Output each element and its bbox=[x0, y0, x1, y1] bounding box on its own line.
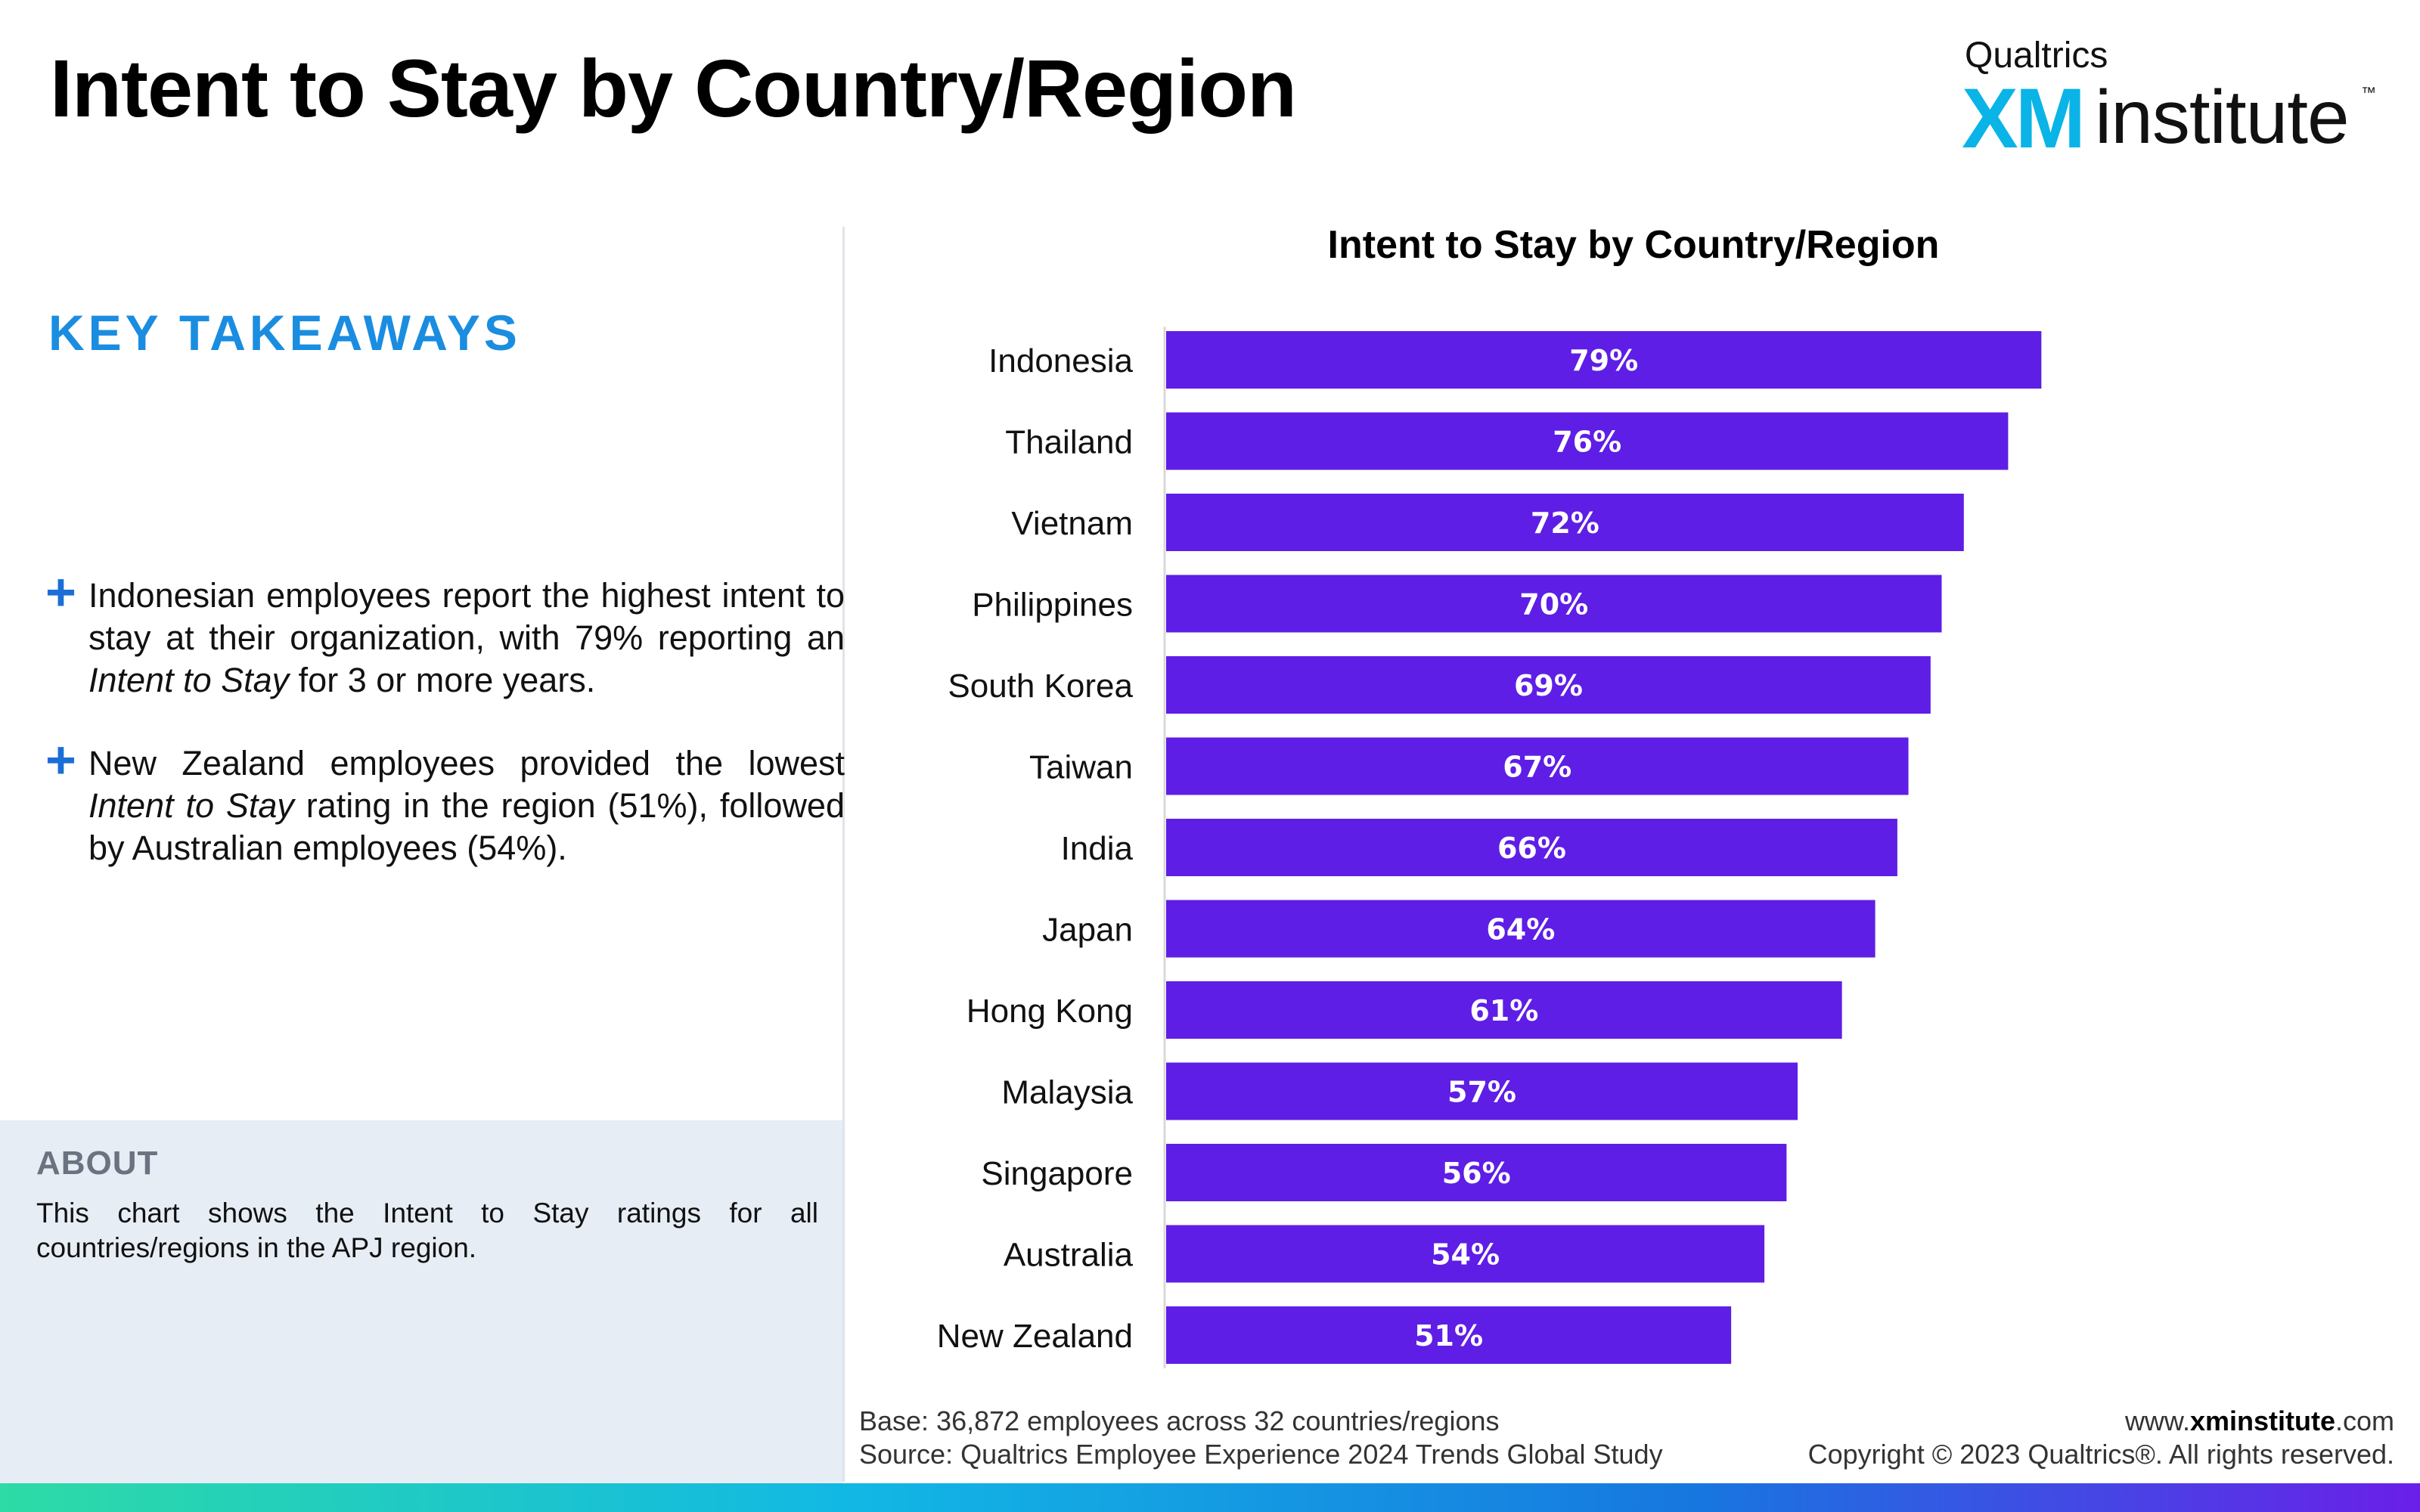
logo-trademark: ™ bbox=[2361, 85, 2376, 101]
page-title: Intent to Stay by Country/Region bbox=[50, 42, 1297, 134]
plus-icon: + bbox=[45, 562, 76, 621]
vertical-divider bbox=[842, 227, 845, 1482]
bar bbox=[1166, 1306, 1732, 1364]
data-label: 56% bbox=[1442, 1157, 1511, 1190]
about-heading: ABOUT bbox=[36, 1145, 159, 1182]
bar bbox=[1166, 494, 1964, 551]
data-label: 51% bbox=[1414, 1319, 1483, 1352]
bar bbox=[1166, 819, 1897, 876]
category-label: New Zealand bbox=[937, 1318, 1133, 1355]
category-label: Vietnam bbox=[1011, 505, 1133, 542]
copyright-block: www.xminstitute.com Copyright © 2023 Qua… bbox=[1808, 1405, 2394, 1471]
data-label: 67% bbox=[1503, 751, 1571, 784]
chart-footnote: Base: 36,872 employees across 32 countri… bbox=[859, 1405, 1663, 1471]
takeaway-text: Indonesian employees report the highest … bbox=[88, 576, 845, 699]
copyright-text: Copyright © 2023 Qualtrics®. All rights … bbox=[1807, 1439, 2394, 1470]
data-label: 61% bbox=[1469, 994, 1538, 1027]
bar bbox=[1166, 1144, 1787, 1201]
about-text: This chart shows the Intent to Stay rati… bbox=[36, 1198, 818, 1263]
data-label: 72% bbox=[1531, 507, 1599, 540]
bar-chart-svg: Indonesia 79% Thailand 76% Vietnam 72% Philipp… bbox=[937, 327, 2042, 1368]
data-label: 54% bbox=[1431, 1238, 1500, 1272]
qualtrics-xm-institute-logo: Qualtrics XM institute ™ bbox=[1953, 30, 2376, 166]
category-label: Hong Kong bbox=[966, 993, 1133, 1030]
data-label: 76% bbox=[1553, 426, 1621, 459]
logo-brand: Qualtrics bbox=[1965, 36, 2108, 76]
bar bbox=[1166, 981, 1842, 1039]
gradient-footer-bar bbox=[0, 1483, 2420, 1512]
plus-icon: + bbox=[45, 730, 76, 789]
category-label: Japan bbox=[1042, 912, 1133, 949]
data-label: 69% bbox=[1514, 669, 1583, 702]
bar bbox=[1166, 575, 1942, 633]
category-label: Singapore bbox=[981, 1155, 1133, 1192]
website-link[interactable]: www.xminstitute.com bbox=[2124, 1405, 2394, 1436]
category-label: India bbox=[1061, 830, 1134, 867]
bar bbox=[1166, 331, 2042, 389]
bar bbox=[1166, 412, 2009, 470]
category-label: South Korea bbox=[948, 668, 1133, 705]
about-box: ABOUT This chart shows the Intent to Sta… bbox=[0, 1120, 842, 1483]
key-takeaways-heading: KEY TAKEAWAYS bbox=[48, 305, 521, 361]
chart-title: Intent to Stay by Country/Region bbox=[1327, 223, 1940, 267]
source-note: Source: Qualtrics Employee Experience 20… bbox=[859, 1439, 1663, 1470]
data-label: 57% bbox=[1447, 1076, 1516, 1109]
bar bbox=[1166, 1225, 1765, 1283]
data-label: 66% bbox=[1497, 832, 1566, 865]
data-label: 70% bbox=[1519, 588, 1588, 621]
bar bbox=[1166, 656, 1931, 714]
logo-xm: XM bbox=[1962, 71, 2086, 166]
category-label: Philippines bbox=[972, 587, 1133, 624]
bar bbox=[1166, 900, 1876, 958]
category-label: Indonesia bbox=[988, 342, 1133, 380]
takeaway-text: New Zealand employees provided the lowes… bbox=[88, 744, 845, 867]
logo-institute: institute bbox=[2095, 75, 2350, 160]
category-label: Australia bbox=[1004, 1237, 1134, 1274]
bar bbox=[1166, 737, 1909, 795]
bar-chart: Indonesia 79% Thailand 76% Vietnam 72% Philipp… bbox=[847, 302, 2420, 1391]
base-note: Base: 36,872 employees across 32 countri… bbox=[859, 1405, 1500, 1436]
category-label: Thailand bbox=[1005, 424, 1133, 461]
bar bbox=[1166, 1062, 1798, 1120]
data-label: 79% bbox=[1569, 344, 1638, 377]
category-label: Taiwan bbox=[1029, 749, 1133, 786]
data-label: 64% bbox=[1486, 913, 1555, 947]
category-label: Malaysia bbox=[1001, 1074, 1133, 1111]
